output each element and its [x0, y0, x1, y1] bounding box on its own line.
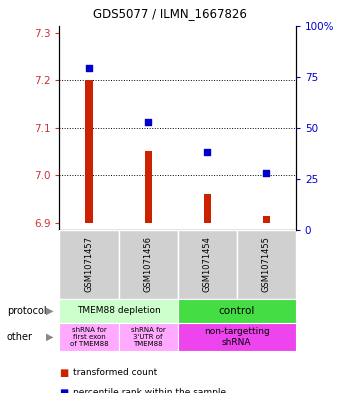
Text: shRNA for
first exon
of TMEM88: shRNA for first exon of TMEM88 — [70, 327, 108, 347]
Point — [146, 118, 151, 125]
Text: GSM1071454: GSM1071454 — [203, 236, 212, 292]
Bar — [119, 230, 177, 299]
Bar — [177, 230, 237, 299]
Text: non-targetting
shRNA: non-targetting shRNA — [204, 327, 270, 347]
Text: GDS5077 / ILMN_1667826: GDS5077 / ILMN_1667826 — [93, 7, 247, 20]
Text: control: control — [219, 306, 255, 316]
Text: GSM1071456: GSM1071456 — [143, 236, 153, 292]
Text: ▶: ▶ — [46, 332, 53, 342]
Text: ■: ■ — [59, 368, 69, 378]
Text: ■: ■ — [59, 387, 69, 393]
Bar — [85, 80, 92, 223]
Bar — [177, 299, 296, 323]
Text: ▶: ▶ — [46, 306, 53, 316]
Bar — [119, 323, 177, 351]
Text: other: other — [7, 332, 33, 342]
Bar — [237, 230, 296, 299]
Point — [204, 149, 210, 155]
Bar — [204, 194, 211, 223]
Point — [86, 65, 92, 72]
Text: shRNA for
3'UTR of
TMEM88: shRNA for 3'UTR of TMEM88 — [131, 327, 166, 347]
Text: GSM1071455: GSM1071455 — [262, 236, 271, 292]
Bar — [59, 323, 119, 351]
Bar — [177, 323, 296, 351]
Text: TMEM88 depletion: TMEM88 depletion — [77, 307, 160, 315]
Text: protocol: protocol — [7, 306, 47, 316]
Text: percentile rank within the sample: percentile rank within the sample — [73, 388, 226, 393]
Text: GSM1071457: GSM1071457 — [85, 236, 94, 292]
Bar — [144, 151, 152, 223]
Text: transformed count: transformed count — [73, 369, 157, 377]
Bar — [263, 216, 270, 223]
Bar — [59, 299, 177, 323]
Bar — [59, 230, 119, 299]
Point — [264, 169, 269, 176]
